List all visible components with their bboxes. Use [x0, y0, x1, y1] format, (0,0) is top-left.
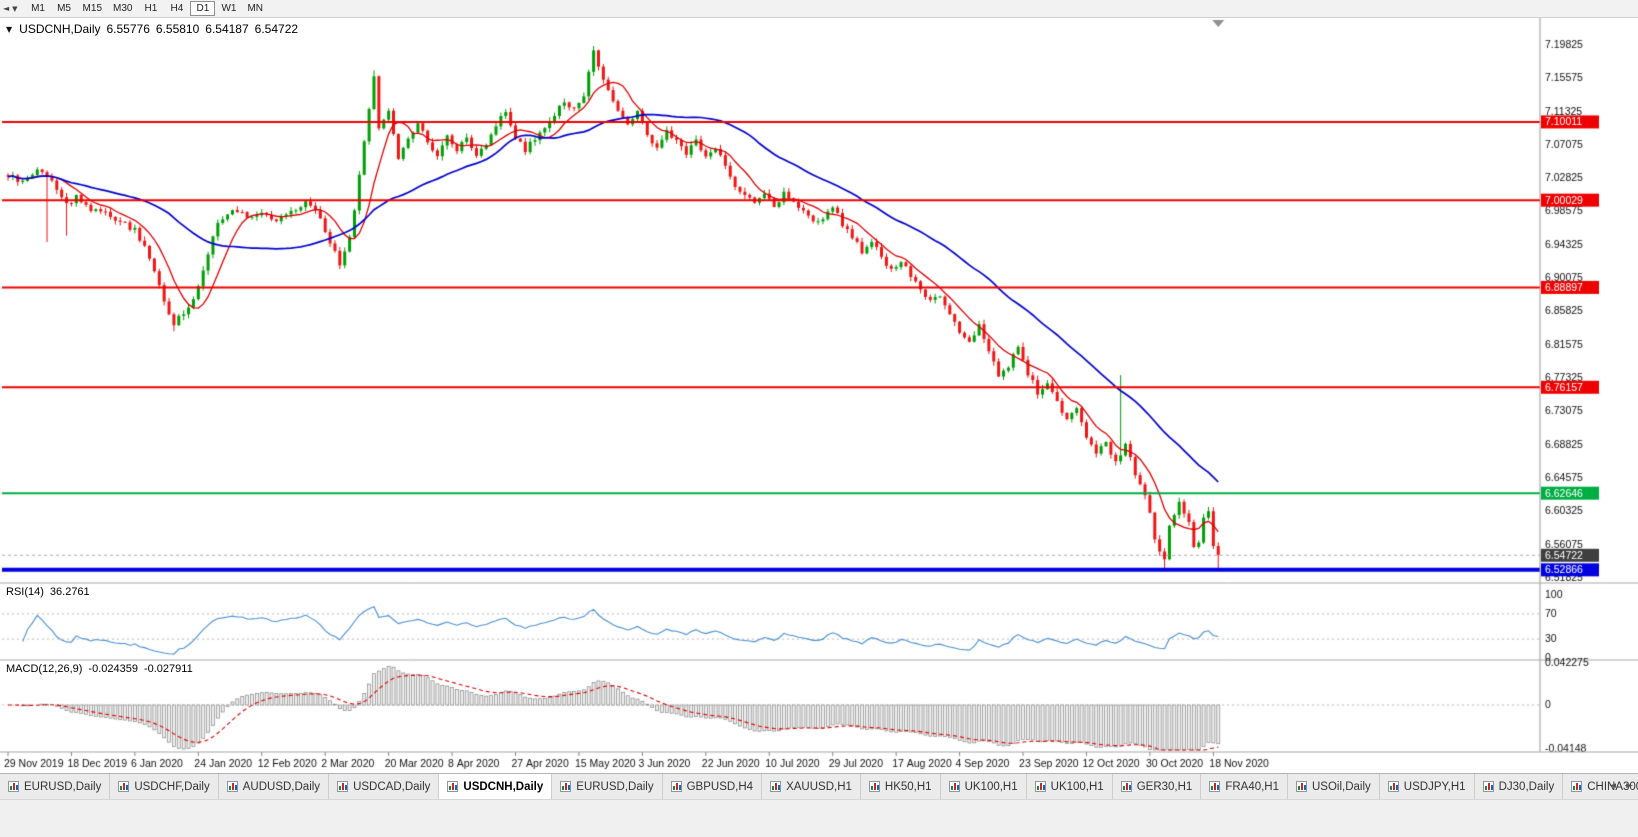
macd-label: MACD(12,26,9) -0.024359 -0.027911 — [6, 663, 193, 675]
chart-tab-usoil-daily[interactable]: USOil,Daily — [1288, 774, 1380, 799]
chart-tab-icon — [1034, 781, 1046, 792]
timeframe-button-mn[interactable]: MN — [247, 3, 264, 14]
chart-tab-icon — [560, 781, 572, 792]
timeframe-button-m1[interactable]: M1 — [31, 3, 45, 14]
timeframe-button-h4[interactable]: H4 — [170, 3, 184, 14]
chart-tab-uk100-h1[interactable]: UK100,H1 — [1026, 774, 1113, 799]
timeframe-button-m5[interactable]: M5 — [57, 3, 71, 14]
chart-tab-icon — [1387, 781, 1399, 792]
chart-tab-icon — [8, 781, 19, 792]
chart-tab-icon — [1120, 781, 1132, 792]
chart-tab-icon — [1571, 781, 1583, 792]
macd-signal-value: -0.027911 — [143, 663, 193, 675]
chart-legend: ▼ USDCNH,Daily 6.55776 6.55810 6.54187 6… — [6, 22, 298, 36]
macd-title: MACD(12,26,9) — [6, 663, 83, 675]
chart-tab-hk50-h1[interactable]: HK50,H1 — [860, 774, 941, 799]
chart-tab-icon — [948, 781, 960, 792]
timeframe-button-w1[interactable]: W1 — [221, 3, 237, 14]
toolbar-dropdown-icon[interactable]: ▼ — [12, 4, 18, 13]
chart-tab-gbpusd-h4[interactable]: GBPUSD,H4 — [662, 774, 763, 799]
chart-tab-icon — [1482, 781, 1494, 792]
tab-scroll-right-icon[interactable]: ► — [1626, 781, 1633, 791]
chart-tab-dj30-daily[interactable]: DJ30,Daily — [1474, 774, 1564, 799]
rsi-value: 36.2761 — [49, 586, 90, 598]
rsi-title: RSI(14) — [6, 586, 44, 598]
tab-scroll-left-icon[interactable]: ◄ — [1609, 781, 1617, 791]
ohlc-low: 6.54187 — [205, 22, 249, 36]
chart-tab-icon — [770, 781, 782, 792]
chart-tab-eurusd-daily[interactable]: EURUSD,Daily — [552, 774, 663, 799]
ohlc-open: 6.55776 — [106, 22, 150, 36]
chart-tab-xauusd-h1[interactable]: XAUUSD,H1 — [762, 774, 861, 799]
price-chart-canvas[interactable] — [0, 18, 1638, 775]
chart-tab-usdjpy-h1[interactable]: USDJPY,H1 — [1379, 774, 1475, 799]
timeframe-button-m30[interactable]: M30 — [113, 3, 133, 14]
timeframe-button-d1[interactable]: D1 — [190, 1, 216, 16]
macd-value: -0.024359 — [88, 663, 138, 675]
symbol-label: USDCNH,Daily — [19, 22, 101, 36]
chart-tab-icon — [868, 781, 880, 792]
chart-tab-eurusd-daily[interactable]: EURUSD,Daily — [0, 774, 111, 799]
chart-tab-icon — [1296, 781, 1307, 792]
chart-menu-icon[interactable]: ▼ — [6, 24, 13, 34]
chart-tab-ger30-h1[interactable]: GER30,H1 — [1112, 774, 1202, 799]
timeframe-button-m15[interactable]: M15 — [82, 3, 102, 14]
tab-scroll-buttons: ◄ ► — [1606, 773, 1636, 799]
chart-tab-audusd-daily[interactable]: AUDUSD,Daily — [218, 774, 330, 799]
timeframe-button-h1[interactable]: H1 — [144, 3, 158, 14]
chart-tab-usdcad-daily[interactable]: USDCAD,Daily — [329, 774, 440, 799]
timeframe-toolbar: ◄ ▼ M1 M5 M15 M30 H1 H4 D1 W1 MN — [0, 0, 1638, 18]
chart-tab-china300-h1[interactable]: CHINA300,H1 — [1563, 774, 1638, 799]
toolbar-grip-icon: ◄ — [3, 4, 10, 13]
ohlc-close: 6.54722 — [254, 22, 299, 36]
chart-tab-usdcnh-daily[interactable]: USDCNH,Daily — [439, 774, 553, 799]
ohlc-high: 6.55810 — [155, 22, 200, 36]
timeframe-buttons: M1 M5 M15 M30 H1 H4 D1 W1 MN — [26, 1, 269, 16]
chart-tab-uk100-h1[interactable]: UK100,H1 — [940, 774, 1027, 799]
status-strip — [0, 799, 1638, 837]
chart-tab-icon — [337, 781, 349, 792]
chart-tab-icon — [118, 781, 130, 792]
chart-tab-icon — [1209, 781, 1221, 792]
chart-tab-icon — [447, 781, 459, 792]
chart-tab-icon — [670, 781, 682, 792]
chart-tab-icon — [226, 781, 238, 792]
chart-tab-usdchf-daily[interactable]: USDCHF,Daily — [110, 774, 219, 799]
rsi-label: RSI(14) 36.2761 — [6, 586, 90, 598]
chart-tab-fra40-h1[interactable]: FRA40,H1 — [1201, 774, 1288, 799]
chart-tabs: EURUSD,Daily USDCHF,Daily AUDUSD,Daily U… — [0, 773, 1638, 799]
